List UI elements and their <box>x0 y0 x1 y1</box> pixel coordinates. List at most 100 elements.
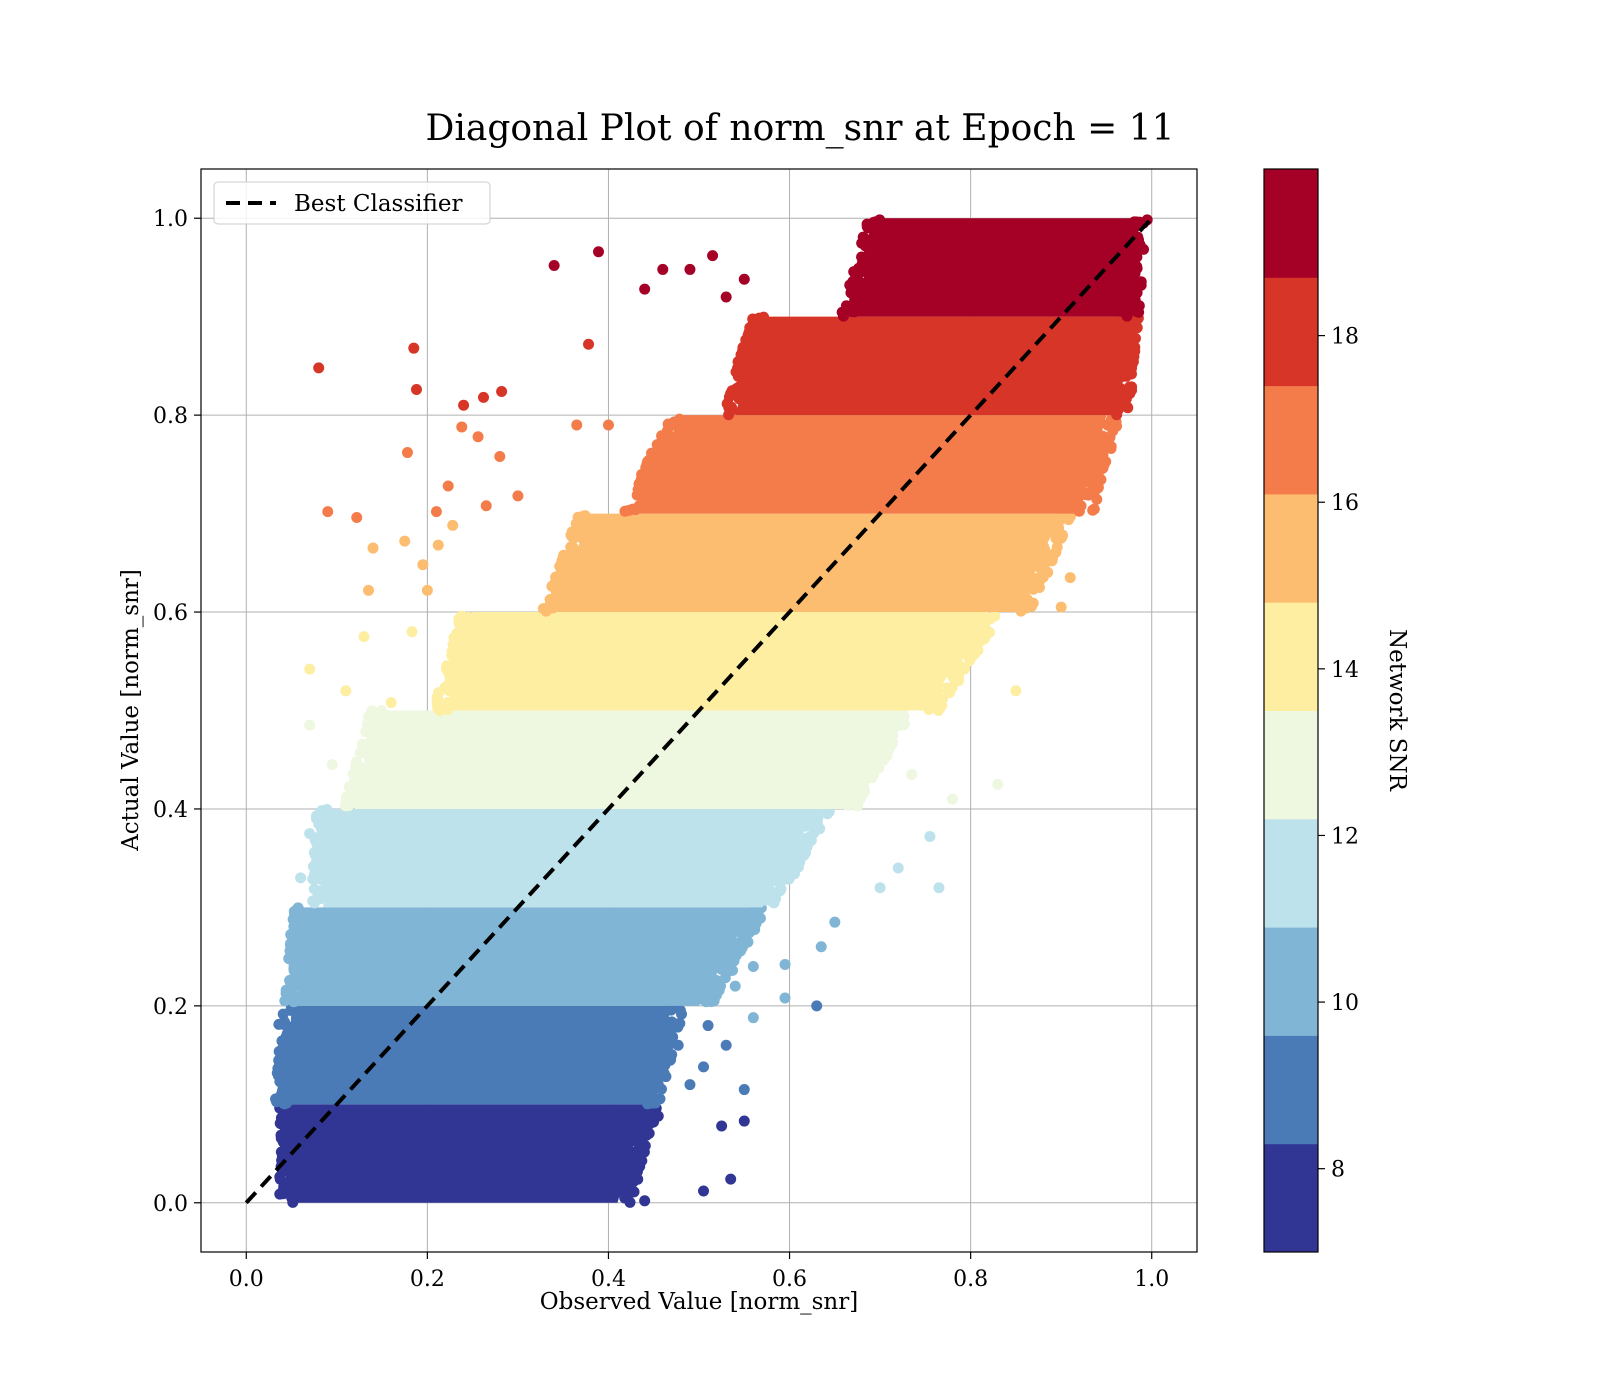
legend-box <box>213 181 491 225</box>
scatter-point <box>1120 393 1132 405</box>
scatter-point <box>992 778 1004 790</box>
scatter-point <box>1129 332 1141 344</box>
scatter-point <box>453 618 465 630</box>
scatter-band <box>323 808 817 908</box>
scatter-point <box>571 419 583 431</box>
scatter-point <box>656 452 668 464</box>
scatter-point <box>565 541 577 553</box>
scatter-point <box>1047 550 1059 562</box>
scatter-point <box>857 774 869 786</box>
y-tick-label: 0.0 <box>153 1192 188 1217</box>
colorbar-segment <box>1264 927 1318 1036</box>
scatter-point <box>636 1112 648 1124</box>
scatter-point <box>442 480 454 492</box>
scatter-point <box>512 490 524 502</box>
scatter-point <box>898 719 910 731</box>
scatter-point <box>639 283 651 295</box>
colorbar-segment <box>1264 710 1318 820</box>
scatter-point <box>639 1195 651 1207</box>
scatter-point <box>745 344 757 356</box>
scatter-point <box>1122 356 1134 368</box>
scatter-point <box>1038 541 1050 553</box>
scatter-point <box>961 639 973 651</box>
scatter-point <box>1128 266 1140 278</box>
scatter-point <box>747 1012 759 1024</box>
scatter-point <box>362 740 374 752</box>
scatter-point <box>1039 564 1051 576</box>
scatter-point <box>888 722 900 734</box>
scatter-point <box>1053 522 1065 534</box>
scatter-point <box>774 878 786 890</box>
scatter-point <box>275 1112 287 1124</box>
scatter-point <box>1051 541 1063 553</box>
scatter-point <box>1118 366 1130 378</box>
scatter-point <box>417 559 429 571</box>
colorbar-segment <box>1264 1143 1318 1253</box>
y-axis-label: Actual Value [norm_snr] <box>118 569 144 852</box>
scatter-point <box>1063 514 1075 526</box>
scatter-point <box>978 618 990 630</box>
scatter-point <box>783 873 795 885</box>
scatter-point <box>322 823 334 835</box>
scatter-point <box>286 938 298 950</box>
scatter-band <box>735 316 1125 416</box>
scatter-point <box>326 759 338 771</box>
scatter-point <box>1112 404 1124 416</box>
scatter-point <box>285 929 297 941</box>
scatter-point <box>553 575 565 587</box>
scatter-point <box>472 431 484 443</box>
scatter-point <box>276 1036 288 1048</box>
scatter-point <box>729 384 741 396</box>
x-tick-label: 1.0 <box>1134 1267 1169 1292</box>
scatter-point <box>1127 342 1139 354</box>
scatter-point <box>740 356 752 368</box>
y-tick-label: 1.0 <box>153 207 188 232</box>
scatter-point <box>650 1067 662 1079</box>
scatter-point <box>657 263 669 275</box>
scatter-band <box>445 612 989 711</box>
colorbar-tick-label: 14 <box>1331 658 1359 683</box>
scatter-point <box>358 631 370 643</box>
scatter-point <box>362 719 374 731</box>
scatter-point <box>620 1160 632 1172</box>
scatter-point <box>1133 300 1145 312</box>
scatter-point <box>811 1000 823 1012</box>
scatter-point <box>793 854 805 866</box>
scatter-point <box>284 1068 296 1080</box>
scatter-point <box>658 444 670 456</box>
scatter-point <box>353 774 365 786</box>
scatter-point <box>751 332 763 344</box>
scatter-point <box>1130 318 1142 330</box>
scatter-point <box>1134 239 1146 251</box>
scatter-point <box>367 542 379 554</box>
scatter-point <box>340 685 352 697</box>
scatter-points <box>270 214 1153 1208</box>
scatter-point <box>871 750 883 762</box>
scatter-point <box>849 300 861 312</box>
scatter-point <box>447 519 459 531</box>
scatter-point <box>456 421 468 433</box>
scatter-point <box>664 1054 676 1066</box>
scatter-point <box>892 862 904 874</box>
y-tick-label: 0.2 <box>153 995 188 1020</box>
scatter-point <box>432 539 444 551</box>
scatter-point <box>729 980 741 992</box>
scatter-band <box>354 710 899 809</box>
scatter-point <box>738 273 750 285</box>
scatter-point <box>320 878 332 890</box>
scatter-point <box>315 886 327 898</box>
scatter-point <box>829 916 841 928</box>
scatter-point <box>286 1117 298 1129</box>
scatter-point <box>747 318 759 330</box>
scatter-point <box>720 1039 732 1051</box>
scatter-point <box>292 903 304 915</box>
scatter-point <box>280 987 292 999</box>
scatter-band <box>554 513 1062 613</box>
scatter-point <box>563 564 575 576</box>
scatter-point <box>1095 462 1107 474</box>
colorbar-frame <box>1263 168 1319 1253</box>
x-tick-label: 0.0 <box>229 1267 264 1292</box>
scatter-band <box>287 1005 672 1105</box>
scatter-point <box>848 266 860 278</box>
